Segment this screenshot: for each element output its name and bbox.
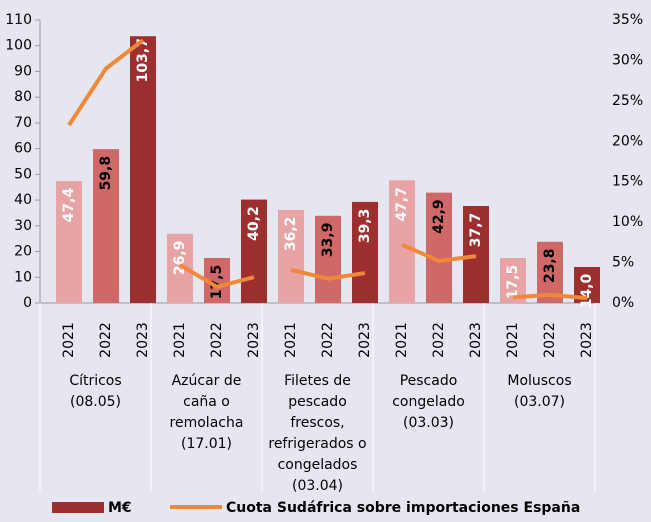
year-label: 2021 [172,322,188,358]
value-label: 103,7 [135,38,151,82]
legend-label: M€ [108,500,132,516]
year-label: 2023 [468,322,484,358]
y2-tick-label: 15% [612,174,643,190]
bar [537,241,563,303]
year-label: 2021 [394,322,410,358]
y2-tick-label: 20% [612,133,643,149]
category-label: congelado [392,394,465,410]
bar [278,209,304,303]
year-label: 2021 [505,322,521,358]
category-label: Azúcar de [172,373,242,389]
legend-swatch [52,502,104,513]
legend-label: Cuota Sudáfrica sobre importaciones Espa… [226,500,580,516]
y2-tick-label: 25% [612,93,643,109]
bar [352,201,378,303]
value-label: 47,4 [61,188,77,223]
value-label: 42,9 [431,199,447,234]
year-label: 2021 [61,322,77,358]
category-label: Filetes de [284,373,351,389]
bar [389,180,415,303]
bar [426,192,452,303]
category-label: caña o [183,394,230,410]
category-label: Moluscos [507,373,571,389]
category-label: congelados [278,457,358,473]
year-label: 2022 [431,322,447,358]
category-label: Pescado [400,373,458,389]
bar [130,36,156,303]
year-label: 2023 [246,322,262,358]
bar [56,181,82,303]
y2-tick-label: 35% [612,12,643,28]
value-label: 40,2 [246,206,262,241]
category-label: (17.01) [181,436,232,452]
value-label: 39,3 [357,209,373,244]
value-label: 23,8 [542,248,558,283]
bar [93,149,119,303]
y-tick-label: 50 [14,166,32,182]
category-label: (03.04) [292,478,343,494]
category-label: Cítricos [69,373,121,389]
year-label: 2023 [357,322,373,358]
year-label: 2023 [579,322,595,358]
y-tick-label: 70 [14,115,32,131]
category-label: frescos, [290,415,344,431]
y2-tick-label: 5% [612,255,634,271]
value-label: 17,5 [209,265,225,300]
line-series [290,267,366,281]
y-tick-label: 110 [5,12,32,28]
value-label: 36,2 [283,217,299,252]
line-series [178,263,255,289]
value-label: 47,7 [394,187,410,222]
y2-tick-label: 10% [612,214,643,230]
line-series [401,242,477,263]
y-tick-label: 40 [14,192,32,208]
value-label: 14,0 [579,273,595,308]
value-label: 17,5 [505,265,521,300]
category-label: remolacha [170,415,244,431]
y-tick-label: 10 [14,269,32,285]
category-label: refrigerados o [268,436,366,452]
value-label: 37,7 [468,213,484,248]
y-tick-label: 20 [14,244,32,260]
y-tick-label: 60 [14,141,32,157]
category-label: pescado [288,394,347,410]
year-label: 2021 [283,322,299,358]
y2-tick-label: 30% [612,52,643,68]
y2-tick-label: 0% [612,295,634,311]
bar [241,199,267,303]
y-tick-label: 80 [14,89,32,105]
year-label: 2022 [542,322,558,358]
y-tick-label: 0 [23,295,32,311]
y-tick-label: 30 [14,218,32,234]
year-label: 2023 [135,322,151,358]
line-series [512,292,588,301]
year-label: 2022 [209,322,225,358]
bar [315,215,341,303]
year-label: 2022 [320,322,336,358]
category-label: (03.03) [403,415,454,431]
category-label: (08.05) [70,394,121,410]
y-tick-label: 100 [5,38,32,54]
line-series [67,38,145,127]
bar [463,206,489,303]
year-label: 2022 [98,322,114,358]
value-label: 33,9 [320,223,336,258]
category-label: (03.07) [514,394,565,410]
y-tick-label: 90 [14,63,32,79]
value-label: 59,8 [98,156,114,191]
